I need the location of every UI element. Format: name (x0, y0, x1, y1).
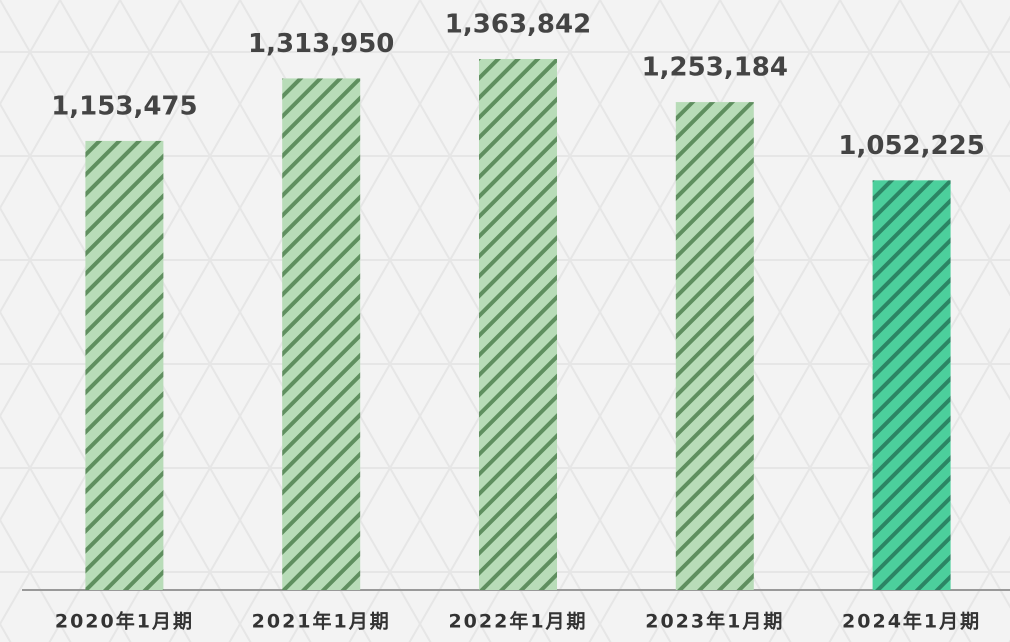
x-tick-label: 2023年1月期 (645, 610, 784, 633)
bar (282, 78, 361, 590)
value-label: 1,363,842 (445, 10, 591, 40)
bar (479, 59, 557, 590)
value-label: 1,052,225 (838, 131, 984, 161)
bar (872, 180, 951, 590)
value-label: 1,153,475 (51, 91, 197, 121)
x-tick-label: 2021年1月期 (252, 610, 391, 633)
x-tick-label: 2024年1月期 (842, 610, 981, 633)
value-label: 1,313,950 (248, 29, 394, 59)
bar (85, 140, 164, 591)
value-label: 1,253,184 (642, 53, 788, 83)
bar (675, 102, 754, 590)
x-tick-label: 2022年1月期 (448, 610, 587, 633)
x-tick-label: 2020年1月期 (55, 610, 194, 633)
